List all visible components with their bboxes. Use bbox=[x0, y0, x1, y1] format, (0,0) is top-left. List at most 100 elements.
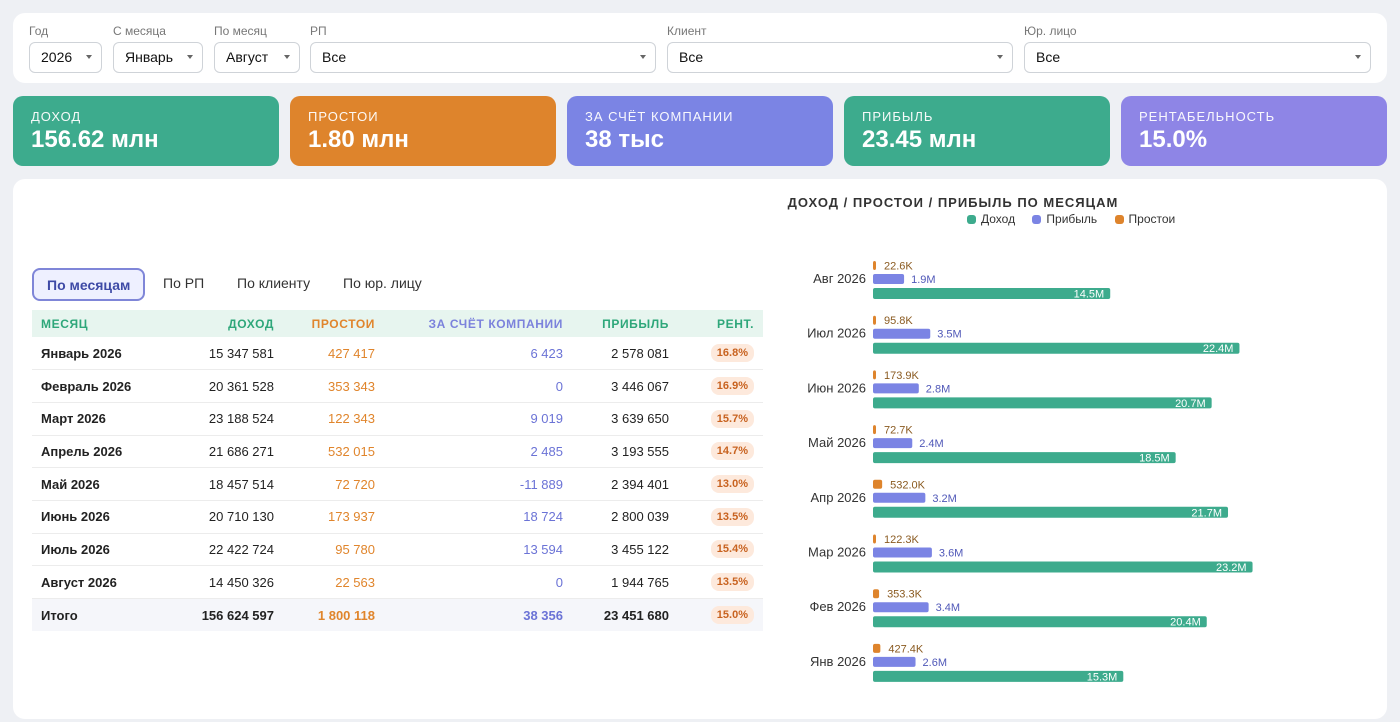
year-filter-label: Год bbox=[29, 24, 49, 38]
to-month-filter: По месяц Август bbox=[214, 24, 300, 73]
profit-bar bbox=[873, 383, 919, 394]
from-month-filter-label: С месяца bbox=[113, 24, 166, 38]
legend-item-downtime[interactable]: Простои bbox=[1114, 212, 1175, 226]
income-cell: 14 450 326 bbox=[177, 565, 283, 599]
income-cell: 22 422 724 bbox=[177, 533, 283, 567]
tab-by-month[interactable]: По месяцам bbox=[32, 268, 146, 301]
tab-by-client[interactable]: По клиенту bbox=[237, 275, 311, 291]
downtime-cell: 427 417 bbox=[283, 337, 384, 371]
legend-swatch bbox=[967, 215, 976, 224]
main-panel: По месяцам По РП По клиенту По юр. лицу … bbox=[13, 179, 1387, 719]
downtime-bar bbox=[873, 425, 876, 435]
filter-panel: Год 2026 С месяца Январь По месяц Август… bbox=[13, 13, 1387, 83]
profitability-badge: 15.7% bbox=[710, 409, 754, 428]
income-bar bbox=[873, 506, 1229, 518]
from-month-select[interactable]: Январь bbox=[113, 42, 203, 73]
legend-item-profit[interactable]: Прибыль bbox=[1032, 212, 1097, 226]
income-bar bbox=[873, 397, 1212, 409]
kpi-downtime-value: 1.80 млн bbox=[308, 126, 409, 153]
income-data-label: 22.4M bbox=[1203, 343, 1234, 355]
category-label: Авг 2026 bbox=[813, 271, 866, 286]
from-month-select-value: Январь bbox=[125, 49, 173, 65]
profitability-cell: 13.5% bbox=[678, 565, 763, 599]
income-cell: 20 361 528 bbox=[177, 369, 283, 403]
downtime-bar bbox=[873, 479, 883, 489]
profit-cell: 23 451 680 bbox=[572, 598, 678, 632]
col-month-header[interactable]: МЕСЯЦ bbox=[32, 310, 177, 337]
company-cost-cell: 38 356 bbox=[384, 598, 572, 632]
to-month-select[interactable]: Август bbox=[214, 42, 300, 73]
col-income-header[interactable]: ДОХОД bbox=[177, 310, 283, 337]
income-data-label: 20.7M bbox=[1175, 398, 1206, 410]
tab-by-rp[interactable]: По РП bbox=[163, 275, 205, 291]
legend-swatch bbox=[1114, 215, 1124, 224]
kpi-profit-label: ПРИБЫЛЬ bbox=[862, 109, 934, 124]
profitability-badge: 16.9% bbox=[710, 377, 754, 396]
income-bar bbox=[873, 288, 1111, 299]
profitability-cell: 16.8% bbox=[678, 337, 763, 371]
income-bar bbox=[873, 670, 1124, 682]
profitability-cell: 13.5% bbox=[678, 500, 763, 534]
month-cell: Январь 2026 bbox=[32, 337, 177, 371]
client-select-value: Все bbox=[679, 49, 704, 65]
table-row: Май 2026 18 457 514 72 720 -11 889 2 394 401… bbox=[32, 467, 763, 501]
table-row: Август 2026 14 450 326 22 563 0 1 944 765 13.… bbox=[32, 565, 763, 599]
profitability-cell: 14.7% bbox=[678, 435, 763, 469]
profitability-cell: 15.7% bbox=[678, 402, 763, 436]
table-row: Март 2026 23 188 524 122 343 9 019 3 639 650… bbox=[32, 402, 763, 436]
chevron-down-icon bbox=[640, 55, 646, 59]
kpi-income-value: 156.62 млн bbox=[31, 126, 159, 153]
income-cell: 21 686 271 bbox=[177, 435, 283, 469]
kpi-profitability-card: РЕНТАБЕЛЬНОСТЬ 15.0% bbox=[1121, 96, 1387, 166]
rp-select-value: Все bbox=[322, 49, 347, 65]
col-profit-header[interactable]: ПРИБЫЛЬ bbox=[572, 310, 678, 337]
downtime-cell: 22 563 bbox=[283, 565, 384, 599]
income-data-label: 21.7M bbox=[1191, 507, 1222, 519]
month-cell: Июль 2026 bbox=[32, 533, 177, 567]
income-cell: 23 188 524 bbox=[177, 402, 283, 436]
tab-by-legal-entity[interactable]: По юр. лицу bbox=[343, 275, 422, 291]
downtime-bar bbox=[873, 589, 880, 599]
year-select[interactable]: 2026 bbox=[29, 42, 102, 73]
profit-bar bbox=[873, 602, 929, 613]
profitability-cell: 16.9% bbox=[678, 369, 763, 403]
col-company-cost-header[interactable]: ЗА СЧЁТ КОМПАНИИ bbox=[384, 310, 572, 337]
monthly-bar-chart: Авг 2026 22.6K1.9M 14.5M Июл 2026 95.8K 3.5M 2… bbox=[807, 261, 1253, 683]
income-cell: 18 457 514 bbox=[177, 467, 283, 501]
col-profitability-header[interactable]: РЕНТ. bbox=[678, 310, 763, 337]
rp-select[interactable]: Все bbox=[310, 42, 656, 73]
income-data-label: 23.2M bbox=[1216, 562, 1247, 574]
rp-filter: РП Все bbox=[310, 24, 656, 73]
legal-entity-select[interactable]: Все bbox=[1024, 42, 1371, 73]
category-label: Июл 2026 bbox=[807, 326, 866, 341]
income-bar bbox=[873, 452, 1176, 464]
company-cost-cell: -11 889 bbox=[384, 467, 572, 501]
kpi-company-cost-value: 38 тыс bbox=[585, 126, 664, 153]
kpi-downtime-card: ПРОСТОИ 1.80 млн bbox=[290, 96, 556, 166]
table-total-row: Итого 156 624 597 1 800 118 38 356 23 451 68… bbox=[32, 598, 763, 632]
income-bar bbox=[873, 342, 1240, 354]
profitability-cell: 15.0% bbox=[678, 598, 763, 632]
client-select[interactable]: Все bbox=[667, 42, 1013, 73]
chevron-down-icon bbox=[187, 55, 193, 59]
profit-bar bbox=[873, 656, 916, 667]
downtime-cell: 532 015 bbox=[283, 435, 384, 469]
downtime-bar bbox=[873, 370, 876, 380]
downtime-data-label: 72.7K bbox=[884, 425, 913, 437]
profit-cell: 1 944 765 bbox=[572, 565, 678, 599]
profit-data-label: 2.8M bbox=[926, 383, 950, 395]
legend-item-income[interactable]: Доход bbox=[967, 212, 1015, 226]
rp-filter-label: РП bbox=[310, 24, 327, 38]
kpi-company-cost-label: ЗА СЧЁТ КОМПАНИИ bbox=[585, 109, 734, 124]
month-cell: Май 2026 bbox=[32, 467, 177, 501]
profitability-cell: 15.4% bbox=[678, 533, 763, 567]
profit-cell: 2 578 081 bbox=[572, 337, 678, 371]
profit-data-label: 3.5M bbox=[937, 329, 961, 341]
col-downtime-header[interactable]: ПРОСТОИ bbox=[283, 310, 384, 337]
profit-cell: 2 800 039 bbox=[572, 500, 678, 534]
legend-label: Прибыль bbox=[1046, 212, 1098, 226]
table-header-row: МЕСЯЦ ДОХОД ПРОСТОИ ЗА СЧЁТ КОМПАНИИ ПРИ… bbox=[32, 310, 763, 337]
chevron-down-icon bbox=[284, 55, 290, 59]
downtime-cell: 122 343 bbox=[283, 402, 384, 436]
company-cost-cell: 18 724 bbox=[384, 500, 572, 534]
